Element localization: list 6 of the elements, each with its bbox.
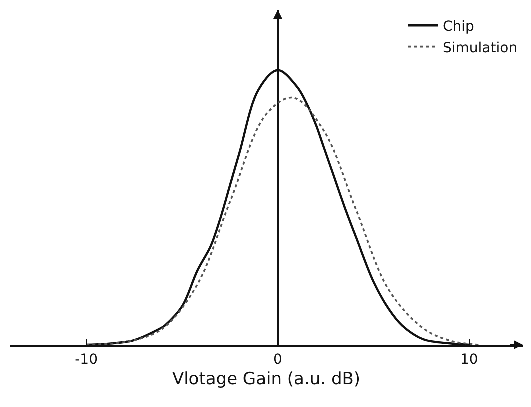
x-tick-label: 10 xyxy=(460,352,478,368)
legend-label: Simulation xyxy=(443,40,518,56)
x-tick-label: 0 xyxy=(274,352,282,368)
legend-label: Chip xyxy=(443,19,475,36)
x-tick-label: -10 xyxy=(75,352,98,368)
x-axis-title: Vlotage Gain (a.u. dB) xyxy=(172,370,361,390)
